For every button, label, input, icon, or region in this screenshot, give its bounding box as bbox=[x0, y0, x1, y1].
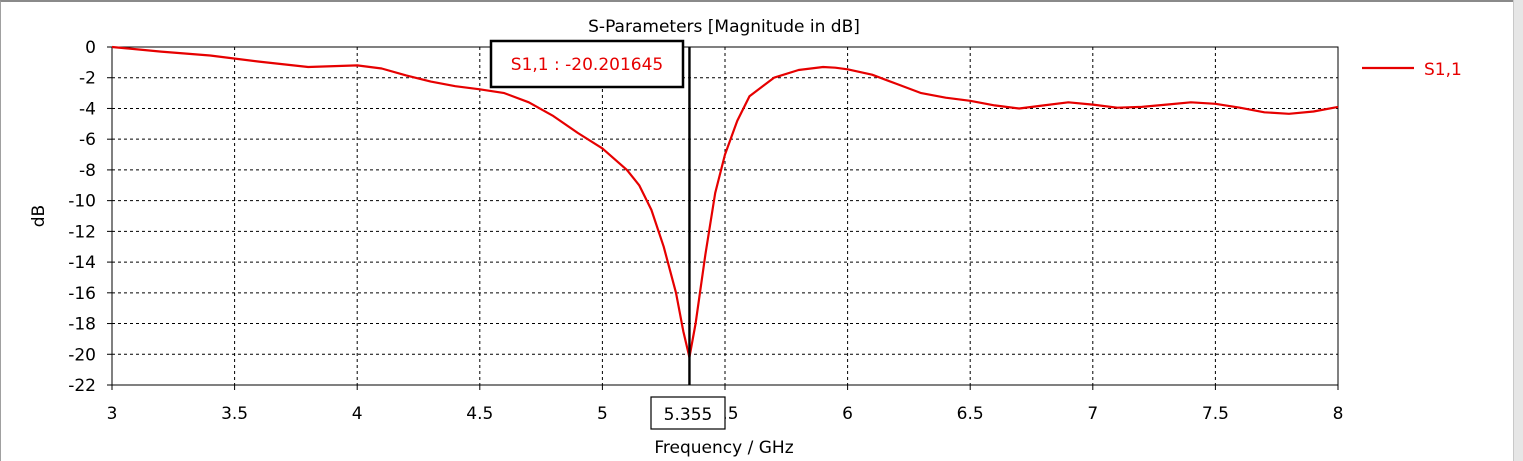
y-tick-label: -10 bbox=[68, 192, 96, 212]
x-tick-label: 4.5 bbox=[466, 404, 493, 424]
x-tick-label: 3.5 bbox=[221, 404, 248, 424]
y-tick-label: -22 bbox=[68, 376, 96, 396]
y-tick-label: -20 bbox=[68, 345, 96, 365]
x-tick-label: 7.5 bbox=[1202, 404, 1229, 424]
y-tick-label: -16 bbox=[68, 284, 96, 304]
y-axis-label: dB bbox=[29, 205, 49, 227]
x-tick-label: 3 bbox=[107, 404, 118, 424]
y-tick-label: -2 bbox=[79, 69, 96, 89]
chart-title: S-Parameters [Magnitude in dB] bbox=[588, 17, 860, 37]
x-tick-label: 8 bbox=[1333, 404, 1344, 424]
x-tick-label: 6 bbox=[842, 404, 853, 424]
marker-readout: S1,1 : -20.201645 bbox=[489, 39, 685, 89]
x-tick-label: 7 bbox=[1087, 404, 1098, 424]
marker-readout-box bbox=[489, 39, 685, 89]
x-axis-label: Frequency / GHz bbox=[654, 438, 793, 458]
grid-lines bbox=[112, 47, 1338, 385]
vertical-scrollbar[interactable] bbox=[1513, 0, 1523, 461]
marker-x-value: 5.355 bbox=[650, 396, 726, 430]
x-tick-label: 5 bbox=[597, 404, 608, 424]
y-tick-label: -4 bbox=[79, 99, 96, 119]
y-tick-label: -18 bbox=[68, 315, 96, 335]
series-line-s11 bbox=[111, 45, 1339, 359]
x-axis-ticks: 33.544.555.566.577.58 bbox=[107, 385, 1344, 424]
legend: S1,1 bbox=[1362, 60, 1462, 80]
y-tick-label: -14 bbox=[68, 253, 96, 273]
marker-readout-text: S1,1 : -20.201645 bbox=[511, 55, 663, 75]
marker-x-value-box bbox=[650, 396, 726, 430]
marker-x-value-text: 5.355 bbox=[664, 405, 713, 425]
y-tick-label: 0 bbox=[85, 38, 96, 58]
x-tick-label: 4 bbox=[352, 404, 363, 424]
x-tick-label: 6.5 bbox=[957, 404, 984, 424]
y-tick-label: -6 bbox=[79, 130, 96, 150]
legend-label-s11: S1,1 bbox=[1424, 60, 1462, 80]
y-tick-label: -12 bbox=[68, 222, 96, 242]
y-tick-label: -8 bbox=[79, 161, 96, 181]
y-axis-ticks: 0 -2 -4 -6 -8 -10 -12 -14 -16 -18 -20 -22 bbox=[68, 38, 112, 396]
